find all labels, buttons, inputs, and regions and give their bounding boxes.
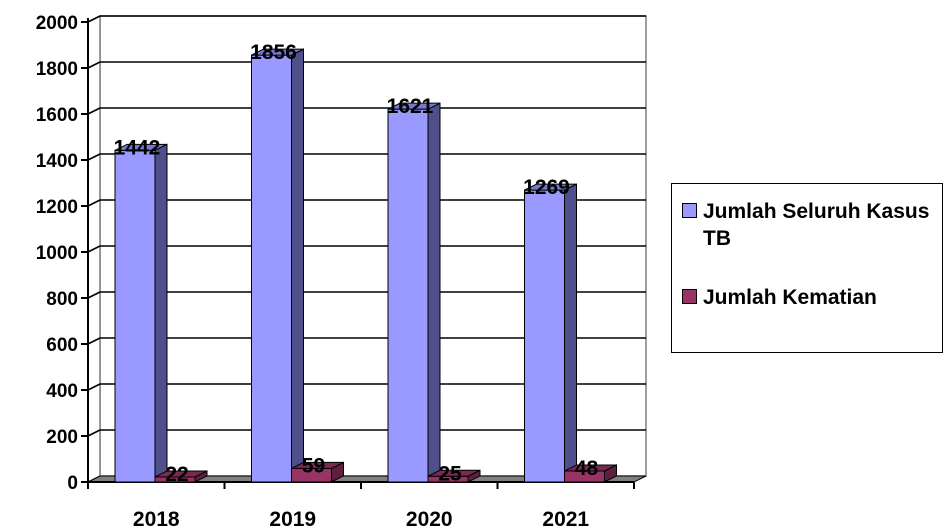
x-tick-label: 2018 xyxy=(133,508,180,530)
legend-label-series-1: Jumlah Seluruh Kasus TB xyxy=(703,200,930,250)
y-tick-label: 400 xyxy=(46,381,78,402)
gridline-side xyxy=(87,199,101,207)
legend-item-series-2: Jumlah Kematian xyxy=(682,284,938,311)
x-tick-label: 2019 xyxy=(269,508,316,530)
data-labels: 1442 1856 1621 1269 22 59 25 48 xyxy=(114,41,599,486)
data-label-series-2: 59 xyxy=(302,454,325,477)
gridline-side xyxy=(87,15,101,23)
bar-side-series-1 xyxy=(154,143,168,483)
y-tick-label: 1000 xyxy=(36,243,78,264)
y-tick-label: 600 xyxy=(46,335,78,356)
bar-top-series-2 xyxy=(427,469,481,477)
data-label-series-2: 25 xyxy=(438,462,462,485)
y-tick-label: 1800 xyxy=(36,59,78,80)
bar-side-series-1 xyxy=(291,48,304,483)
bar-top-series-2 xyxy=(154,470,208,478)
y-tick-label: 800 xyxy=(46,289,78,310)
gridline-side xyxy=(87,245,101,253)
bar-top-series-1 xyxy=(524,183,577,191)
y-tick-labels: 0 200 400 600 800 1000 1200 1400 1600 1800 2000 xyxy=(36,13,78,494)
legend-swatch-series-2 xyxy=(682,289,697,304)
data-label-series-1: 1442 xyxy=(114,136,161,159)
data-label-series-2: 48 xyxy=(575,457,599,480)
y-tick-label: 200 xyxy=(46,427,78,448)
x-tick-label: 2020 xyxy=(406,508,453,530)
bar-top-series-1 xyxy=(114,143,168,151)
bar-series-1 xyxy=(251,54,292,483)
bar-side-series-1 xyxy=(427,102,441,483)
bar-top-series-1 xyxy=(251,48,304,56)
y-tick-label: 2000 xyxy=(36,13,78,34)
x-tick-labels: 2018 2019 2020 2021 xyxy=(133,508,590,530)
gridline-side xyxy=(87,61,101,69)
gridline-side xyxy=(87,291,101,299)
y-tick-label: 1200 xyxy=(36,197,78,218)
gridline-side xyxy=(87,429,101,437)
bar-series-1 xyxy=(524,189,565,483)
bar-series-1 xyxy=(387,108,429,483)
data-label-series-1: 1269 xyxy=(523,176,570,199)
bar-series-1 xyxy=(114,149,156,483)
x-tick-label: 2021 xyxy=(542,508,589,530)
gridline-side xyxy=(87,383,101,391)
y-tick-label: 1400 xyxy=(36,151,78,172)
gridline-side xyxy=(87,337,101,345)
gridline-side xyxy=(87,107,101,115)
gridline-side xyxy=(87,153,101,161)
legend-label-series-2: Jumlah Kematian xyxy=(703,286,877,309)
data-label-series-1: 1856 xyxy=(250,41,297,64)
bar-top-series-2 xyxy=(291,461,344,469)
bars xyxy=(114,48,617,483)
y-tick-label: 1600 xyxy=(36,105,78,126)
data-label-series-2: 22 xyxy=(165,463,188,486)
bar-side-series-1 xyxy=(564,183,577,483)
bar-top-series-2 xyxy=(564,464,617,472)
y-tick-label: 0 xyxy=(67,473,78,494)
legend: Jumlah Seluruh Kasus TB Jumlah Kematian xyxy=(671,183,943,353)
data-label-series-1: 1621 xyxy=(387,95,434,118)
legend-item-series-1: Jumlah Seluruh Kasus TB xyxy=(682,198,938,252)
legend-swatch-series-1 xyxy=(682,203,697,218)
bar-top-series-1 xyxy=(387,102,441,110)
